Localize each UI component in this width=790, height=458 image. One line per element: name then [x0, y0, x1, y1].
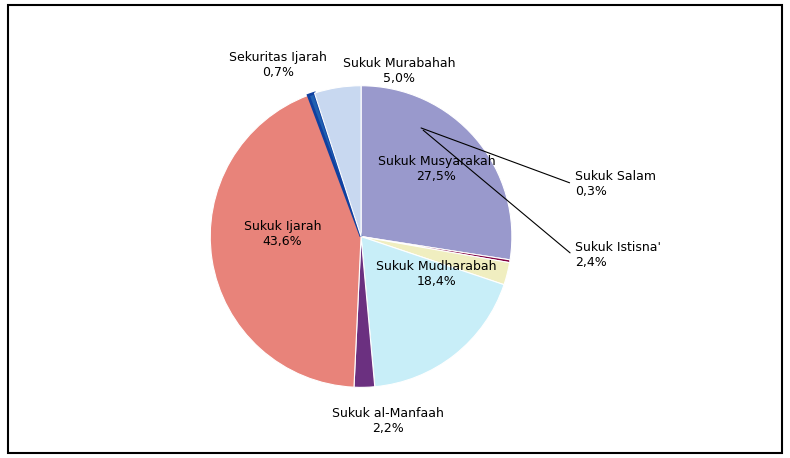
Text: Sekuritas Ijarah
0,7%: Sekuritas Ijarah 0,7% [229, 51, 327, 79]
Wedge shape [361, 236, 510, 285]
Text: Sukuk Ijarah
43,6%: Sukuk Ijarah 43,6% [244, 219, 322, 247]
Text: Sukuk Salam
0,3%: Sukuk Salam 0,3% [575, 170, 656, 198]
Text: Sukuk Mudharabah
18,4%: Sukuk Mudharabah 18,4% [376, 260, 497, 288]
Wedge shape [361, 86, 512, 260]
Wedge shape [314, 86, 361, 236]
Wedge shape [308, 93, 361, 236]
Wedge shape [210, 95, 361, 387]
Text: Sukuk al-Manfaah
2,2%: Sukuk al-Manfaah 2,2% [333, 407, 444, 435]
Wedge shape [361, 236, 510, 263]
Wedge shape [354, 236, 374, 387]
Text: Sukuk Murabahah
5,0%: Sukuk Murabahah 5,0% [343, 57, 455, 85]
Text: Sukuk Istisna'
2,4%: Sukuk Istisna' 2,4% [575, 240, 661, 269]
Text: Sukuk Musyarakah
27,5%: Sukuk Musyarakah 27,5% [378, 155, 495, 183]
Wedge shape [361, 236, 504, 387]
